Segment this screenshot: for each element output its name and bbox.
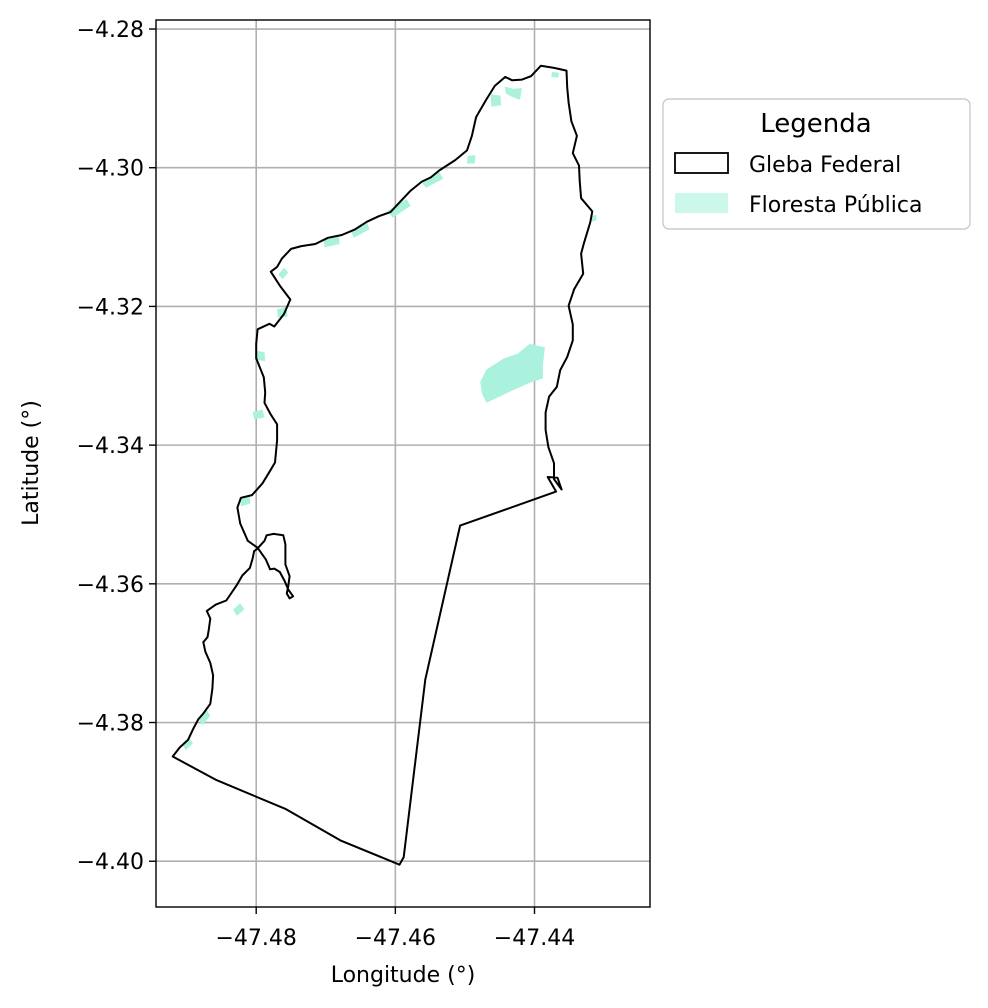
legend-label-gleba-federal: Gleba Federal [749, 153, 901, 178]
gleba-federal-boundary [171, 64, 594, 866]
x-axis-ticks: −47.48 −47.46 −47.44 [215, 907, 575, 951]
legend: Legenda Gleba Federal Floresta Pública [662, 98, 971, 230]
grid-lines [156, 20, 650, 907]
y-axis-ticks: −4.28 −4.30 −4.32 −4.34 −4.36 −4.38 −4.40 [77, 18, 156, 875]
plot-area [156, 20, 650, 907]
y-tick-label: −4.30 [77, 157, 144, 182]
floresta-publica-patch-5 [387, 198, 411, 218]
floresta-publica-patch-7 [323, 236, 340, 248]
floresta-publica-patch-6 [350, 221, 370, 238]
floresta-publica-layer [182, 72, 597, 751]
floresta-publica-patch-1 [504, 86, 522, 100]
y-tick-label: −4.36 [77, 573, 144, 598]
floresta-publica-patch-15 [182, 737, 193, 751]
y-tick-label: −4.28 [77, 18, 144, 43]
floresta-publica-patch-11 [252, 409, 265, 420]
gleba-federal-layer [171, 64, 594, 866]
floresta-publica-patch-3 [467, 155, 476, 164]
floresta-publica-patch-10 [256, 350, 266, 362]
y-tick-label: −4.34 [77, 434, 144, 459]
y-axis-label: Latitude (°) [19, 400, 44, 526]
legend-swatch-gleba-federal [674, 152, 729, 174]
axes-frame [155, 19, 651, 908]
legend-label-floresta-publica: Floresta Pública [749, 193, 922, 218]
x-tick-label: −47.48 [215, 926, 296, 951]
legend-title: Legenda [760, 109, 871, 139]
floresta-publica-patch-8 [278, 267, 289, 280]
floresta-publica-patch-2 [490, 94, 502, 107]
x-tick-label: −47.46 [355, 926, 436, 951]
x-tick-label: −47.44 [494, 926, 575, 951]
floresta-publica-patch-14 [198, 709, 211, 726]
legend-box [662, 98, 971, 230]
floresta-publica-patch-13 [233, 603, 245, 616]
x-axis-label: Longitude (°) [331, 963, 476, 988]
legend-swatch-floresta-publica [675, 193, 728, 213]
floresta-publica-patch-4 [421, 171, 444, 188]
y-tick-label: −4.32 [77, 295, 144, 320]
y-tick-label: −4.40 [77, 850, 144, 875]
floresta-publica-patch-0 [480, 343, 545, 403]
y-tick-label: −4.38 [77, 712, 144, 737]
floresta-publica-patch-17 [551, 72, 559, 78]
